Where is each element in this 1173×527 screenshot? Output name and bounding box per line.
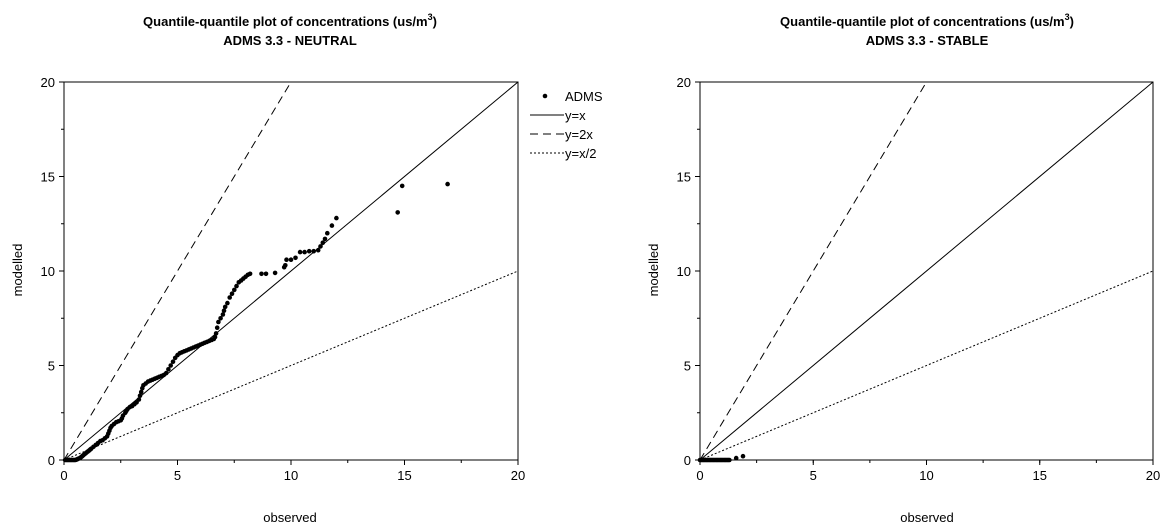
data-point xyxy=(234,283,239,289)
data-point xyxy=(740,453,746,459)
x-tick-label: 15 xyxy=(1033,468,1047,483)
y-tick-label: 15 xyxy=(677,170,691,185)
data-point xyxy=(272,270,278,276)
data-point xyxy=(227,295,232,300)
data-point xyxy=(168,363,173,368)
y-tick-label: 0 xyxy=(684,453,691,468)
legend-label: ADMS xyxy=(565,89,603,104)
data-point xyxy=(399,183,405,189)
x-tick-label: 15 xyxy=(397,468,411,483)
y-tick-label: 0 xyxy=(48,453,55,468)
data-point xyxy=(216,319,221,325)
x-tick-label: 10 xyxy=(919,468,933,483)
data-point xyxy=(163,370,169,376)
line-y-x-2 xyxy=(700,270,1153,460)
y-tick-label: 20 xyxy=(41,75,55,90)
chart-title-line2: ADMS 3.3 - STABLE xyxy=(866,33,989,48)
data-point xyxy=(395,210,401,215)
x-tick-label: 5 xyxy=(810,468,817,483)
x-tick-label: 5 xyxy=(174,468,181,483)
data-point xyxy=(306,248,312,254)
line-y-2x xyxy=(64,82,292,460)
data-point xyxy=(325,230,330,236)
line-y-2x xyxy=(700,82,928,460)
data-point xyxy=(315,247,321,253)
line-y-x-2 xyxy=(64,270,518,460)
legend-item: y=x xyxy=(530,108,586,123)
data-point xyxy=(214,325,220,331)
data-point xyxy=(218,316,223,321)
data-point xyxy=(293,255,298,261)
y-tick-label: 10 xyxy=(677,264,691,279)
data-point xyxy=(302,249,307,255)
data-point xyxy=(318,244,323,249)
legend-item: y=2x xyxy=(530,127,593,142)
x-axis-label: observed xyxy=(263,510,316,525)
legend-item: y=x/2 xyxy=(530,146,596,161)
data-point xyxy=(220,312,226,317)
data-point xyxy=(222,304,228,310)
data-point xyxy=(263,271,269,277)
legend-marker xyxy=(542,93,548,99)
x-tick-label: 20 xyxy=(511,468,525,483)
line-y-x xyxy=(700,82,1153,460)
reference-lines xyxy=(700,82,1153,460)
legend-label: y=x/2 xyxy=(565,146,596,161)
y-tick-label: 15 xyxy=(41,170,55,185)
data-point xyxy=(288,257,294,263)
data-point xyxy=(137,393,143,399)
data-point xyxy=(445,181,450,187)
x-tick-label: 0 xyxy=(696,468,703,483)
chart-title-line1: Quantile-quantile plot of concentrations… xyxy=(143,12,437,29)
x-tick-label: 10 xyxy=(284,468,298,483)
qq-plot-stable: Quantile-quantile plot of concentrations… xyxy=(646,12,1160,525)
data-point xyxy=(138,389,144,395)
data-point xyxy=(170,359,176,365)
y-tick-label: 10 xyxy=(41,264,55,279)
data-point xyxy=(225,300,230,306)
chart-title-line1: Quantile-quantile plot of concentrations… xyxy=(780,12,1074,29)
data-point xyxy=(311,248,317,254)
data-point xyxy=(322,236,328,242)
y-tick-label: 5 xyxy=(48,359,55,374)
data-point xyxy=(166,367,171,372)
data-point xyxy=(320,240,326,245)
x-axis-label: observed xyxy=(900,510,953,525)
legend-item: ADMS xyxy=(542,89,603,104)
data-point xyxy=(297,249,303,255)
legend-label: y=x xyxy=(565,108,586,123)
y-tick-label: 5 xyxy=(684,359,691,374)
reference-lines xyxy=(64,82,518,460)
x-tick-label: 0 xyxy=(60,468,67,483)
y-tick-label: 20 xyxy=(677,75,691,90)
data-points xyxy=(62,181,450,463)
data-point xyxy=(213,331,219,336)
data-point xyxy=(284,257,289,263)
legend: ADMS y=x y=2x y=x/2 xyxy=(530,89,603,161)
data-point xyxy=(329,223,335,228)
line-y-x xyxy=(64,82,518,460)
qq-plot-neutral: Quantile-quantile plot of concentrations… xyxy=(10,12,525,525)
data-point xyxy=(259,271,264,277)
data-point xyxy=(221,308,227,314)
data-point xyxy=(229,291,235,297)
data-point xyxy=(212,334,218,340)
data-point xyxy=(247,271,253,277)
data-points xyxy=(697,453,746,463)
data-point xyxy=(733,455,739,461)
legend-label: y=2x xyxy=(565,127,593,142)
y-axis-label: modelled xyxy=(10,244,25,297)
data-point xyxy=(232,287,237,293)
data-point xyxy=(136,397,142,402)
data-point xyxy=(283,263,288,268)
x-tick-label: 20 xyxy=(1146,468,1160,483)
y-axis-label: modelled xyxy=(646,244,661,297)
chart-title-line2: ADMS 3.3 - NEUTRAL xyxy=(223,33,357,48)
data-point xyxy=(334,215,339,221)
